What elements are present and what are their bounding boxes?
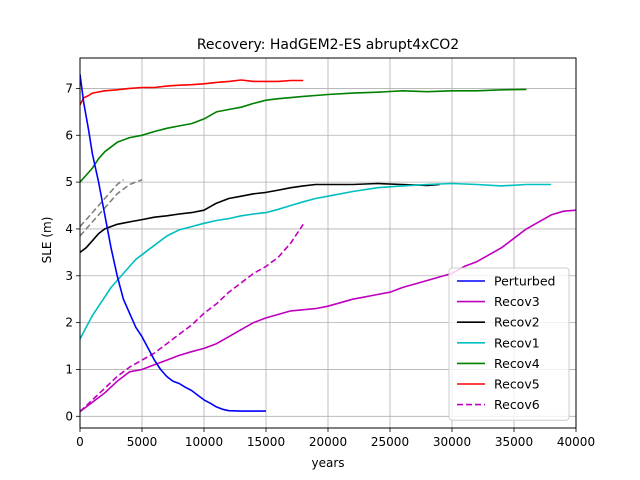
x-tick-label-0: 0 <box>76 435 84 449</box>
legend-label-2: Recov2 <box>494 315 540 330</box>
y-tick-label-5: 5 <box>65 175 73 189</box>
legend-label-5: Recov5 <box>494 377 540 392</box>
y-tick-label-0: 0 <box>65 409 73 423</box>
y-tick-label-6: 6 <box>65 128 73 142</box>
x-tick-label-1: 5000 <box>127 435 158 449</box>
legend-label-6: Recov6 <box>494 397 540 412</box>
y-tick-label-4: 4 <box>65 222 73 236</box>
x-tick-label-7: 35000 <box>495 435 533 449</box>
series-layer <box>80 74 576 413</box>
series-line-8 <box>80 179 143 237</box>
legend-box <box>448 267 570 421</box>
legend-label-4: Recov4 <box>494 356 540 371</box>
x-axis-label: years <box>311 456 344 470</box>
x-tick-label-4: 20000 <box>309 435 347 449</box>
series-line-5 <box>80 79 304 106</box>
axis-ticks: 0 5000 10000 15000 20000 25000 30000 35000 40000… <box>65 81 595 449</box>
series-line-4 <box>80 88 527 183</box>
y-tick-label-7: 7 <box>65 81 73 95</box>
y-tick-label-1: 1 <box>65 362 73 376</box>
legend-label-1: Recov3 <box>494 294 540 309</box>
y-tick-label-3: 3 <box>65 269 73 283</box>
series-line-0 <box>80 74 266 412</box>
x-tick-label-5: 25000 <box>371 435 409 449</box>
series-line-3 <box>80 182 552 340</box>
series-line-6 <box>80 223 304 413</box>
x-tick-label-2: 10000 <box>185 435 223 449</box>
series-line-1 <box>80 209 576 413</box>
legend-label-3: Recov1 <box>494 335 540 350</box>
chart-title: Recovery: HadGEM2-ES abrupt4xCO2 <box>197 37 459 53</box>
legend: Perturbed Recov3 Recov2 Recov1 Recov4 Recov5 R… <box>448 267 570 421</box>
x-tick-label-3: 15000 <box>247 435 285 449</box>
y-axis-label: SLE (m) <box>40 217 54 264</box>
legend-label-0: Perturbed <box>494 274 555 289</box>
series-line-2 <box>80 182 440 254</box>
y-tick-label-2: 2 <box>65 316 73 330</box>
x-tick-label-6: 30000 <box>433 435 471 449</box>
x-tick-label-8: 40000 <box>557 435 595 449</box>
